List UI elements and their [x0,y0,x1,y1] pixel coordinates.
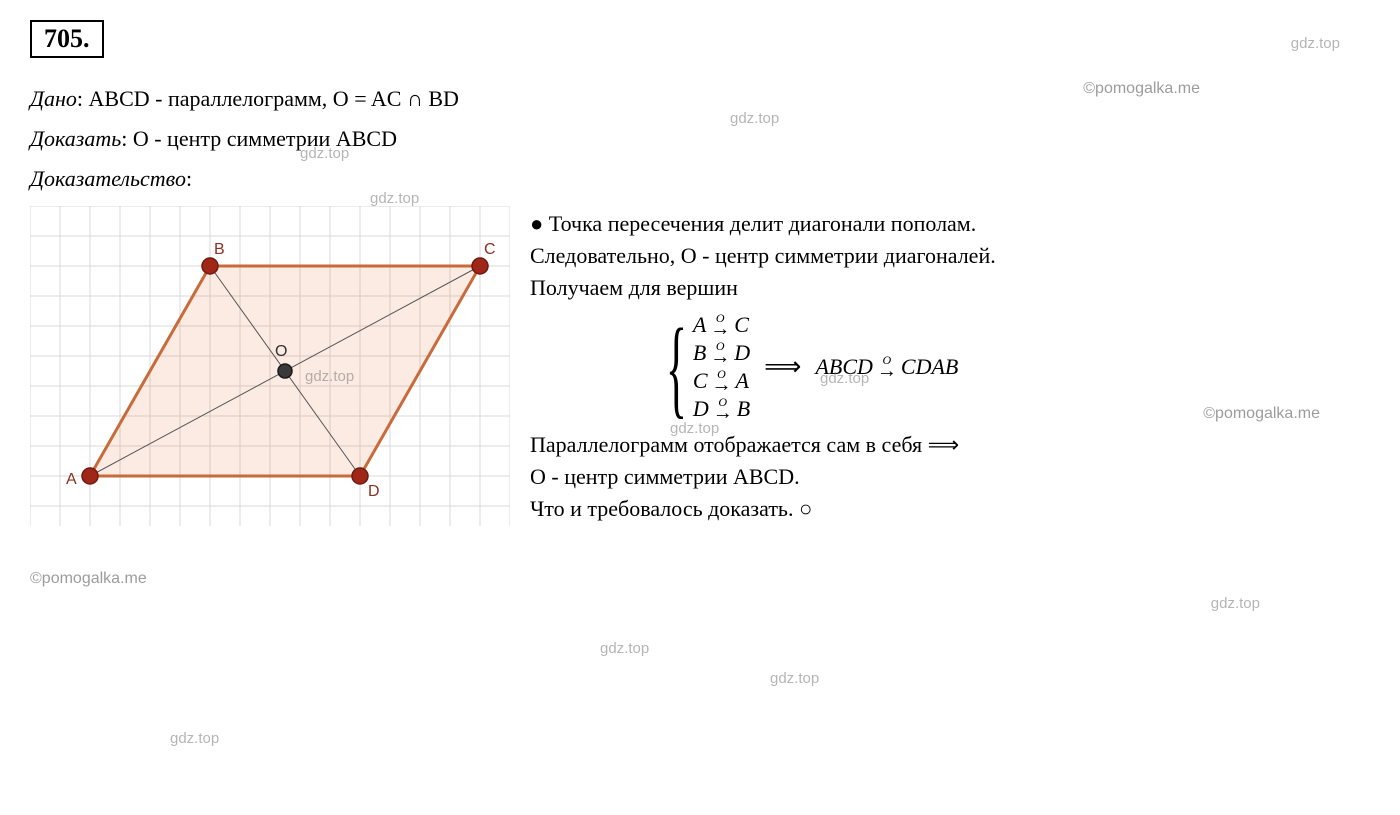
proof-label: Доказательство [30,166,186,191]
proof-line-2: Следовательно, O - центр симметрии диаго… [530,243,1370,269]
system-row: DO→B [693,396,750,422]
line1-text: Точка пересечения делит диагонали попола… [549,211,976,236]
proof-line-4: Параллелограмм отображается сам в себя ⟹ [530,432,1370,458]
watermark-pomo: ©pomogalka.me [30,570,147,588]
watermark-gdz: gdz.top [770,670,819,687]
content-row: gdz.topABCDO ● Точка пересечения делит д… [30,206,1370,528]
svg-text:C: C [484,241,496,258]
proof-text: ● Точка пересечения делит диагонали попо… [530,206,1370,528]
svg-text:O: O [275,343,287,360]
watermark-gdz: gdz.top [600,640,649,657]
result-right: CDAB [901,354,958,380]
proof-line-5: O - центр симметрии ABCD. [530,464,1370,490]
diagram: gdz.top A B C D O [30,206,510,526]
watermark-gdz: gdz.top [370,190,419,207]
mapping-system: { AO→CBO→DCO→ADO→B ⟹ ABCD O → CDAB [650,312,958,422]
prove-line: Доказать: O - центр симметрии ABCD [30,126,1370,152]
svg-text:D: D [368,483,380,500]
given-label: Дано [30,86,77,111]
result-mapping: ABCD O → CDAB [815,354,958,380]
system-row: CO→A [693,368,750,394]
proof-label-line: Доказательство: [30,166,1370,192]
svg-text:A: A [66,471,77,488]
watermark-gdz: gdz.top [1291,35,1340,52]
watermark-gdz: gdz.top [730,110,779,127]
parallelogram-diagram: gdz.top A B C D O [30,206,510,526]
proof-line-6: Что и требовалось доказать. ○ [530,496,1370,522]
implies-symbol: ⟹ [764,352,801,382]
watermark-gdz: gdz.top [170,730,219,747]
prove-label: Доказать [30,126,121,151]
system-row: BO→D [693,340,750,366]
result-left: ABCD [815,354,872,380]
given-text: : ABCD - параллелограмм, O = AC ∩ BD [77,86,459,111]
prove-text: : O - центр симметрии ABCD [121,126,397,151]
given-line: Дано: ABCD - параллелограмм, O = AC ∩ BD [30,86,1370,112]
svg-text:B: B [214,241,225,258]
watermark-gdz: gdz.top [1211,595,1260,612]
bullet-icon: ● [530,211,543,236]
proof-line-3: Получаем для вершин [530,275,1370,301]
left-brace-icon: { [666,312,687,422]
svg-text:gdz.top: gdz.top [305,368,354,385]
system-rows: AO→CBO→DCO→ADO→B [693,312,750,422]
proof-colon: : [186,166,192,191]
problem-number: 705. [30,20,104,58]
system-row: AO→C [693,312,750,338]
arrow-o-icon: O → [877,357,897,376]
proof-line-1: ● Точка пересечения делит диагонали попо… [530,211,1370,237]
